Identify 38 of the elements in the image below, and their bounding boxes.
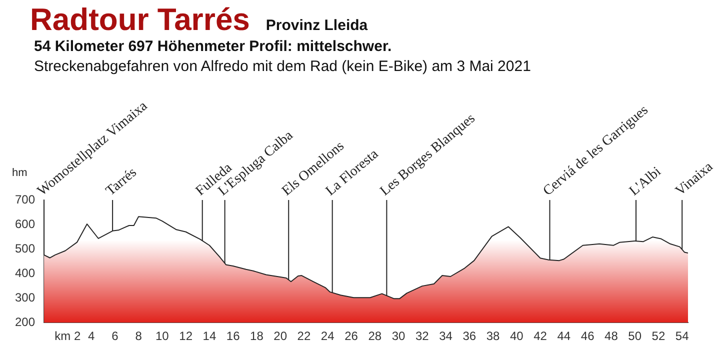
x-tick-label: 32 xyxy=(415,329,430,344)
x-tick-label: 34 xyxy=(439,329,453,344)
x-tick-label: 50 xyxy=(628,329,642,344)
x-tick-label: 6 xyxy=(112,329,119,344)
y-tick-label: 400 xyxy=(14,266,36,280)
y-tick-label: 600 xyxy=(14,216,36,231)
x-tick-label: 36 xyxy=(462,329,476,344)
y-tick-label: 700 xyxy=(14,192,36,206)
text: Streckenabgefahren von Alfredo mit dem Rad (kein E-Bike) am 3 Mai 2021 xyxy=(34,58,531,75)
x-tick-label: 10 xyxy=(156,329,170,344)
x-tick-label: 12 xyxy=(179,329,193,344)
x-tick-label: 30 xyxy=(392,329,406,344)
chart-title: Radtour Tarrés xyxy=(30,2,250,37)
x-tick-label: 38 xyxy=(486,329,500,344)
x-tick-label: 44 xyxy=(557,329,571,344)
x-tick-label: 14 xyxy=(202,329,216,344)
x-tick-label: 4 xyxy=(88,329,95,344)
x-tick-label: 28 xyxy=(368,329,382,344)
x-tick-label: 48 xyxy=(604,329,618,344)
x-tick-label: 18 xyxy=(250,329,264,344)
x-tick-label: 46 xyxy=(580,329,595,344)
x-tick-label: 40 xyxy=(510,329,524,344)
x-tick-label: 42 xyxy=(534,329,548,344)
x-tick-label: 22 xyxy=(297,329,311,344)
y-tick-label: 300 xyxy=(14,290,36,304)
y-tick-label: 200 xyxy=(14,314,36,329)
x-tick-label: 20 xyxy=(274,329,288,344)
x-tick-label: km 2 xyxy=(54,329,81,344)
chart-subtitle: Provinz Lleida xyxy=(266,17,368,34)
x-tick-label: 52 xyxy=(652,329,666,344)
y-tick-label: 500 xyxy=(14,241,36,256)
x-tick-label: 8 xyxy=(135,329,142,344)
x-tick-label: 26 xyxy=(344,329,358,344)
x-tick-label: 16 xyxy=(226,329,240,344)
text: 54 Kilometer 697 Höhenmeter Profil: mittelschwer. xyxy=(34,38,392,55)
y-axis-title: hm xyxy=(12,167,28,180)
x-tick-label: 24 xyxy=(320,329,335,344)
x-tick-label: 54 xyxy=(675,329,690,344)
